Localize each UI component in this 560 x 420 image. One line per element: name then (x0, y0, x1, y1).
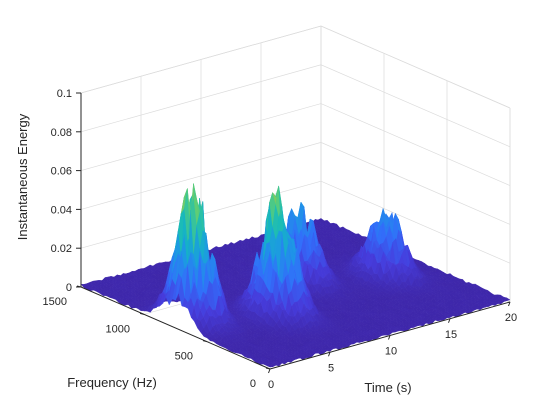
surface-patch (503, 297, 511, 302)
frequency-axis-line (80, 286, 271, 370)
energy-surface (80, 183, 511, 368)
energy-tick-label: 0.1 (57, 88, 72, 100)
time-tick-label: 10 (385, 346, 397, 358)
z-gridline (80, 64, 511, 148)
energy-tick-label: 0.06 (51, 166, 72, 178)
y-axis-label: Frequency (Hz) (67, 375, 157, 390)
time-tick-label: 0 (268, 379, 274, 391)
frequency-tick-label: 1000 (106, 323, 130, 335)
time-tick-label: 5 (328, 362, 334, 374)
time-tick-mark (508, 301, 511, 307)
time-tick-mark (448, 318, 451, 323)
z-axis-label: Instantaneous Energy (15, 113, 30, 240)
z-gridline (80, 25, 511, 109)
frequency-tick-mark (265, 367, 271, 370)
energy-tick-label: 0.08 (51, 127, 72, 139)
wall-top-edge (80, 25, 511, 109)
tick-labels: 0 5 10 15 20 0 500 1000 1500 0 0.02 0.04 0.06 0.08 0.1 (43, 88, 518, 391)
energy-tick-label: 0 (66, 282, 72, 294)
frequency-tick-mark (202, 340, 208, 343)
z-gridline (80, 103, 511, 186)
axes (76, 92, 511, 374)
energy-tick-label: 0.04 (51, 204, 72, 216)
time-tick-label: 20 (505, 312, 517, 324)
energy-tick-label: 0.02 (51, 243, 72, 255)
frequency-tick-label: 1500 (43, 296, 67, 308)
frequency-tick-label: 0 (250, 378, 256, 390)
time-tick-mark (328, 352, 331, 357)
frequency-tick-mark (139, 312, 145, 315)
time-tick-mark (388, 335, 391, 340)
z-gridline (80, 142, 511, 225)
x-axis-label: Time (s) (364, 380, 411, 395)
time-tick-mark (268, 368, 271, 374)
time-tick-label: 15 (445, 329, 457, 341)
frequency-tick-label: 500 (175, 351, 193, 363)
